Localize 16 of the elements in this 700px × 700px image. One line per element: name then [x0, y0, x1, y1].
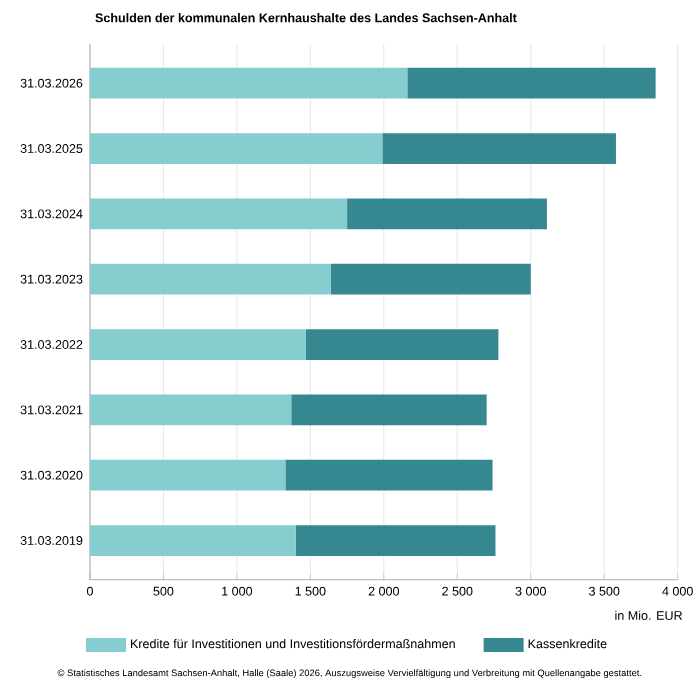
- bar: [330, 264, 531, 295]
- bar: [89, 394, 292, 426]
- bar: [89, 67, 408, 99]
- bar: [382, 133, 616, 165]
- bar: [305, 329, 499, 361]
- bar: [407, 67, 656, 99]
- bar: [89, 133, 383, 165]
- bar: [89, 329, 306, 361]
- bar: [295, 525, 496, 557]
- bar: [89, 459, 286, 491]
- bar: [291, 394, 487, 426]
- bar: [89, 198, 348, 230]
- bar: [89, 525, 296, 557]
- bar: [347, 198, 547, 230]
- bar: [89, 264, 331, 295]
- bar: [285, 459, 493, 491]
